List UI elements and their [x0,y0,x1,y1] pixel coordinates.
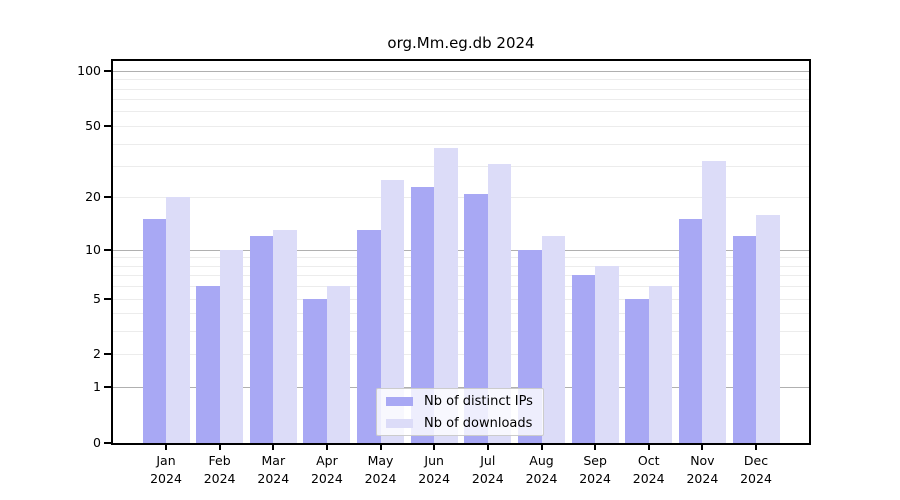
x-tick-jul [486,445,489,450]
y-tick-label-50: 50 [85,117,101,133]
bar-nb-of-downloads-sep [595,265,619,443]
bar-nb-of-distinct-ips-dec [732,236,756,443]
x-tick-label-jul: Jul 2024 [471,453,504,486]
gridline-minor-90 [113,79,809,81]
gridline-minor-4 [113,313,809,315]
bar-nb-of-distinct-ips-nov [678,219,703,443]
gridline-minor-3 [113,331,809,333]
legend-label-distinct-ips: Nb of distinct IPs [424,393,533,409]
bar-nb-of-downloads-mar [273,230,297,443]
bar-nb-of-distinct-ips-apr [303,298,327,443]
gridline-minor-50 [113,125,809,127]
x-tick-jun [433,445,436,450]
gridline-minor-6 [113,286,809,288]
bar-nb-of-distinct-ips-feb [196,286,220,443]
gridline-minor-2 [113,354,809,356]
x-tick-label-feb: Feb 2024 [203,453,236,486]
bar-nb-of-distinct-ips-may [357,230,381,443]
bar-nb-of-downloads-may [380,180,404,443]
bar-nb-of-downloads-jul [487,163,512,443]
y-tick-1 [104,386,111,389]
x-tick-aug [540,445,543,450]
bar-nb-of-distinct-ips-mar [249,236,274,443]
chart-title: org.Mm.eg.db 2024 [387,34,535,52]
x-tick-jan [165,445,167,450]
bar-nb-of-distinct-ips-sep [571,275,596,443]
bar-nb-of-distinct-ips-jun [410,186,435,443]
gridline-minor-80 [113,88,809,90]
x-tick-mar [272,445,275,450]
x-tick-label-nov: Nov 2024 [686,453,719,486]
y-tick-20 [104,196,111,199]
x-tick-label-oct: Oct 2024 [632,453,665,486]
bar-nb-of-downloads-aug [541,236,565,443]
legend-item-downloads: Nb of downloads [377,412,543,434]
bar-nb-of-downloads-jan [166,197,190,443]
x-tick-apr [325,445,328,450]
y-tick-5 [104,297,111,300]
gridline-minor-70 [113,99,809,101]
bar-nb-of-downloads-nov [702,161,726,443]
x-tick-label-aug: Aug 2024 [525,453,558,486]
y-tick-label-100: 100 [77,62,101,78]
y-tick-label-0: 0 [93,435,101,450]
x-tick-feb [218,445,221,450]
legend-item-distinct-ips: Nb of distinct IPs [377,390,543,412]
gridline-minor-5 [113,298,809,300]
legend-label-downloads: Nb of downloads [424,415,533,431]
y-tick-100 [104,69,111,72]
y-tick-label-1: 1 [93,379,101,395]
bar-nb-of-downloads-jun [434,147,458,443]
bar-nb-of-downloads-apr [326,286,351,443]
gridline-minor-7 [113,275,809,277]
gridline-major-100 [113,70,809,72]
legend-swatch-distinct-ips [386,396,413,406]
x-tick-label-may: May 2024 [364,453,397,486]
x-tick-label-apr: Apr 2024 [310,453,343,486]
legend-swatch-downloads [386,418,413,428]
y-tick-label-10: 10 [85,241,101,257]
y-tick-label-20: 20 [85,189,101,205]
y-tick-10 [104,248,111,251]
x-tick-label-jun: Jun 2024 [418,453,451,486]
bar-nb-of-distinct-ips-oct [625,298,649,443]
x-tick-nov [701,445,704,450]
x-tick-label-sep: Sep 2024 [579,453,611,486]
gridline-minor-30 [113,166,809,167]
x-tick-sep [594,445,597,450]
bar-nb-of-distinct-ips-jul [464,193,488,443]
x-tick-may [379,445,382,450]
y-tick-label-2: 2 [93,346,101,362]
y-tick-2 [104,353,111,356]
legend: Nb of distinct IPs Nb of downloads [376,388,544,436]
gridline-minor-9 [113,257,809,259]
x-tick-label-mar: Mar 2024 [257,453,290,486]
x-tick-label-dec: Dec 2024 [740,453,772,486]
y-tick-0 [104,442,111,444]
y-tick-label-5: 5 [93,290,101,306]
x-tick-label-jan: Jan 2024 [150,453,182,486]
x-tick-oct [647,445,650,450]
plot-area: 0 1 2 5 10 20 50 100 Jan 2024 Feb 2024 Mar 2024 Apr 202… [77,59,811,486]
bar-nb-of-downloads-oct [648,286,673,443]
gridline-major-1 [113,387,809,389]
gridline-minor-8 [113,265,809,267]
gridline-minor-20 [113,197,809,199]
bar-nb-of-distinct-ips-jan [142,219,166,443]
x-tick-dec [755,445,757,450]
bar-nb-of-downloads-feb [219,249,244,443]
bar-nb-of-downloads-dec [756,214,780,443]
gridline-minor-60 [113,111,809,113]
gridline-major-10 [113,249,809,251]
gridline-minor-40 [113,143,809,145]
y-tick-50 [104,124,111,127]
